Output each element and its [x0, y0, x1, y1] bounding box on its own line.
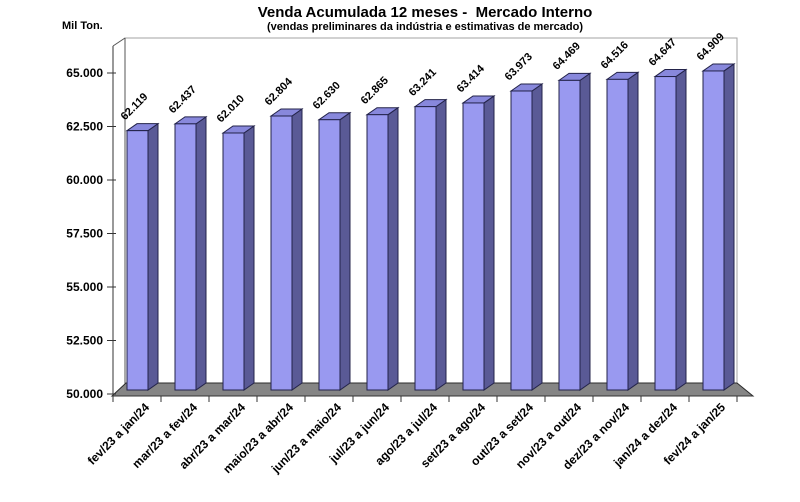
bar [509, 83, 544, 391]
bar-front-face [654, 76, 677, 391]
bar [653, 68, 688, 391]
y-tick-label: 55.000 [66, 280, 103, 294]
bar-side-face [243, 125, 255, 391]
bar-side-face [291, 108, 303, 391]
bar-side-face [483, 94, 495, 391]
bar [413, 98, 448, 391]
bar-front-face [702, 70, 725, 391]
bar-side-face [531, 83, 543, 391]
bar [461, 94, 496, 391]
bar-front-face [222, 132, 245, 391]
bar-front-face [558, 79, 581, 391]
y-tick-label: 50.000 [66, 387, 103, 401]
bar [557, 72, 592, 391]
chart-subtitle: (vendas preliminares da indústria e esti… [266, 21, 584, 33]
bar-side-face [339, 111, 351, 391]
bar [701, 62, 736, 391]
bar-front-face [174, 123, 197, 391]
bars-layer [125, 62, 736, 391]
bar [125, 122, 160, 391]
y-tick-label: 60.000 [66, 173, 103, 187]
bar [317, 111, 352, 391]
bar-side-face [195, 115, 207, 391]
y-tick-label: 65.000 [66, 66, 103, 80]
bar [173, 115, 208, 391]
wall-top-connector [112, 37, 126, 47]
bar-side-face [627, 71, 639, 391]
chart-title: Venda Acumulada 12 meses - Mercado Inter… [257, 4, 593, 21]
bar-front-face [462, 102, 485, 391]
bar-front-face [414, 106, 437, 391]
bar [269, 108, 304, 391]
bar-front-face [366, 114, 389, 391]
bar-side-face [435, 98, 447, 391]
y-axis-unit-label: Mil Ton. [62, 20, 103, 32]
bar-front-face [126, 130, 149, 391]
bar-side-face [147, 122, 159, 391]
bar-side-face [723, 62, 735, 391]
bar [221, 125, 256, 391]
bar-side-face [675, 68, 687, 391]
y-tick-label: 52.500 [66, 334, 103, 348]
y-axis-ticks: 50.000 52.500 55.000 57.500 60.000 62.500 65.0… [66, 66, 116, 401]
bar-front-face [606, 78, 629, 391]
bar [605, 71, 640, 391]
bar-front-face [510, 90, 533, 391]
x-axis-ticks [112, 396, 738, 402]
bar-side-face [387, 106, 399, 391]
y-tick-label: 57.500 [66, 227, 103, 241]
bar [365, 106, 400, 391]
bar-front-face [270, 115, 293, 391]
bar-side-face [579, 72, 591, 391]
y-tick-label: 62.500 [66, 120, 103, 134]
bar-front-face [318, 119, 341, 391]
